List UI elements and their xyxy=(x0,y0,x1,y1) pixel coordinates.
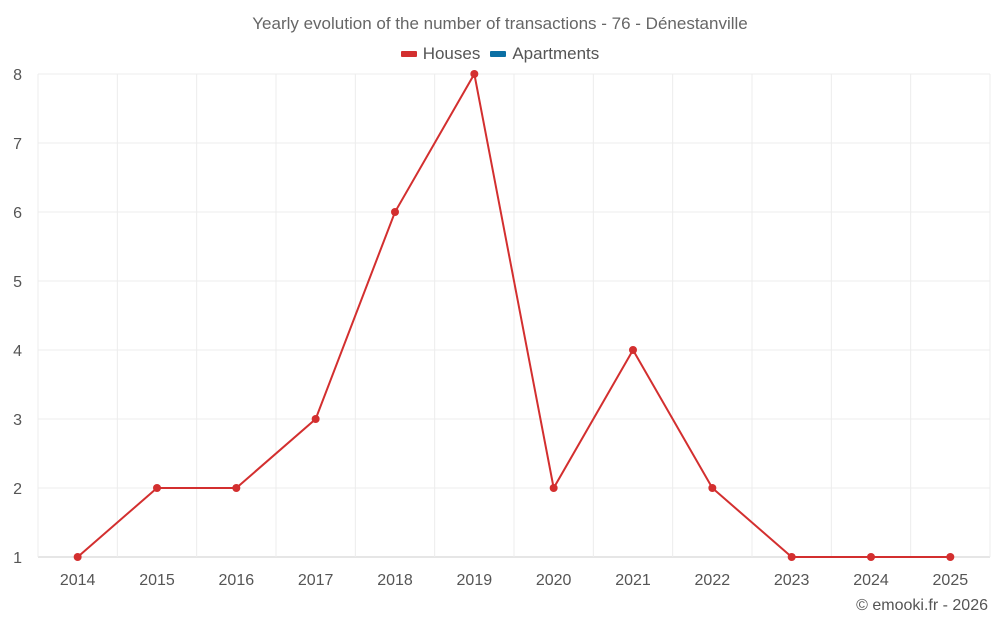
x-tick-label: 2018 xyxy=(377,572,413,589)
y-tick-label: 1 xyxy=(13,550,22,567)
data-point xyxy=(73,553,82,561)
data-point xyxy=(787,553,796,561)
chart-title: Yearly evolution of the number of transa… xyxy=(252,14,748,33)
y-tick-label: 5 xyxy=(13,274,22,291)
x-tick-label: 2025 xyxy=(933,572,969,589)
legend-item-apartments[interactable]: Apartments xyxy=(490,44,599,64)
x-tick-label: 2020 xyxy=(536,572,572,589)
x-tick-label: 2017 xyxy=(298,572,334,589)
credit-text: © emooki.fr - 2026 xyxy=(856,597,988,614)
chart-legend: Houses Apartments xyxy=(0,44,1000,64)
data-point xyxy=(391,208,399,216)
y-tick-label: 8 xyxy=(13,67,22,84)
data-point xyxy=(232,484,241,492)
x-tick-label: 2014 xyxy=(60,572,96,589)
x-tick-label: 2015 xyxy=(139,572,175,589)
y-tick-label: 7 xyxy=(13,136,22,153)
y-tick-label: 6 xyxy=(13,205,22,222)
y-tick-label: 3 xyxy=(13,412,22,429)
x-tick-label: 2016 xyxy=(219,572,255,589)
x-tick-label: 2019 xyxy=(457,572,493,589)
x-tick-label: 2022 xyxy=(695,572,731,589)
x-tick-label: 2021 xyxy=(615,572,651,589)
x-tick-label: 2024 xyxy=(853,572,889,589)
data-point xyxy=(470,70,479,78)
legend-swatch-apartments xyxy=(490,51,507,57)
data-point xyxy=(946,553,955,561)
data-point xyxy=(629,346,637,354)
x-tick-label: 2023 xyxy=(774,572,810,589)
legend-item-houses[interactable]: Houses xyxy=(400,44,481,64)
data-point xyxy=(311,415,320,423)
legend-label-houses: Houses xyxy=(422,44,481,63)
data-point xyxy=(549,484,558,492)
series-line xyxy=(77,71,951,558)
data-point xyxy=(867,553,875,561)
data-point xyxy=(153,484,161,492)
data-point xyxy=(708,484,717,492)
legend-swatch-houses xyxy=(400,51,417,57)
y-tick-label: 2 xyxy=(13,481,22,498)
y-tick-label: 4 xyxy=(13,343,22,360)
legend-label-apartments: Apartments xyxy=(512,44,600,63)
